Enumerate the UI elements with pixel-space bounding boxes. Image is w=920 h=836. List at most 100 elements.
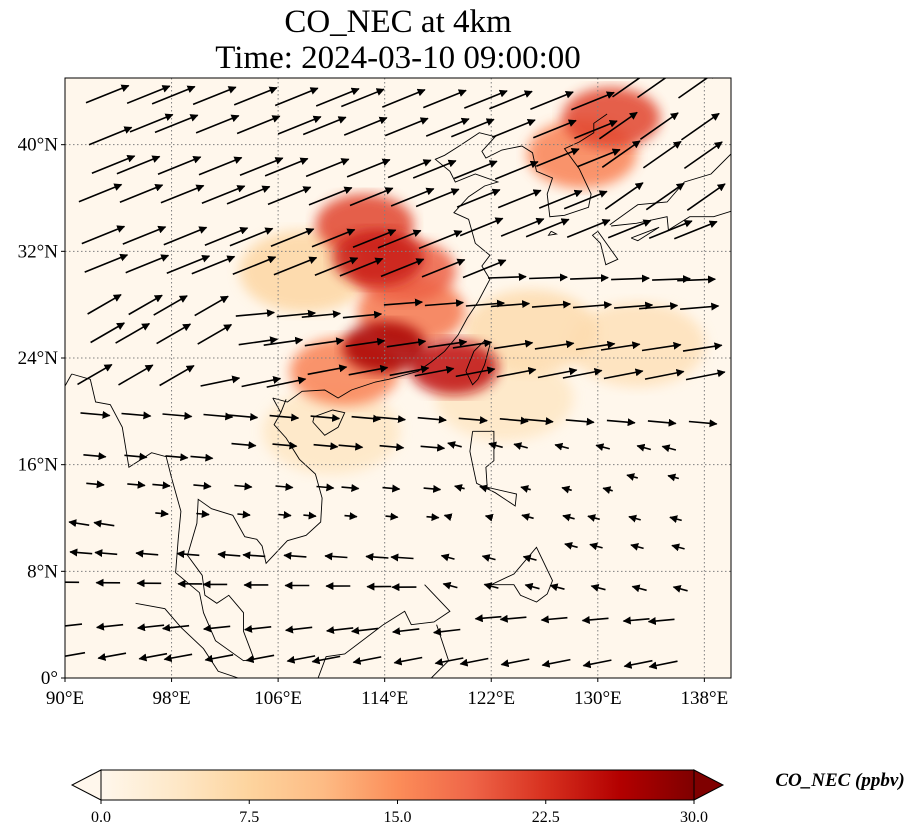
wind-arrow [464,89,508,109]
wind-arrow [314,257,359,277]
wind-arrow [303,511,317,520]
wind-arrow [122,225,167,245]
wind-arrow [648,660,678,670]
wind-arrow [69,548,93,557]
wind-arrow [433,627,461,636]
wind-arrow [232,255,277,276]
wind-arrow [163,226,208,246]
wind-arrow [489,90,533,110]
latitude-tick-label: 24°N [18,348,59,369]
wind-arrow [611,274,650,283]
wind-arrow [242,551,266,560]
wind-arrow [155,509,169,518]
wind-arrow [346,158,391,178]
wind-arrow [238,336,279,346]
wind-arrow [68,519,90,528]
wind-arrow [595,443,611,452]
wind-arrow [499,614,527,623]
wind-arrow [352,656,382,665]
wind-arrow [194,295,229,317]
wind-arrow [683,141,723,170]
wind-arrow [685,369,726,381]
wind-arrow [121,411,152,420]
wind-arrow [525,218,570,238]
wind-arrow [459,657,489,667]
coastline-segment [491,546,553,603]
colorbar-tick-label: 30.0 [680,809,708,826]
wind-arrow [78,183,123,203]
wind-arrow [661,444,677,453]
wind-arrow [310,413,341,422]
coastline-segment [547,230,558,236]
wind-arrow [377,229,422,249]
wind-arrow [600,341,641,351]
wind-arrow [83,452,107,461]
wind-arrow [379,443,405,452]
wind-arrow [513,442,528,450]
wind-arrow [308,186,353,206]
wind-arrow [152,481,171,490]
wind-arrow [244,624,272,633]
wind-arrow [538,189,583,209]
wind-arrow [277,115,322,135]
wind-arrow [269,413,300,422]
wind-arrow [382,484,401,493]
wind-arrow [577,148,621,168]
wind-arrow [118,364,154,386]
wind-arrow [456,188,501,208]
wind-arrow [540,615,568,624]
wind-arrow [228,412,259,421]
wind-arrow [307,364,348,376]
wind-arrow [688,419,718,428]
wind-arrow [499,416,529,425]
wind-arrow [239,157,284,177]
wind-arrow [65,623,83,627]
coastline-segment [469,430,517,507]
coastline-segment [591,230,619,266]
wind-arrow [494,160,539,180]
wind-arrow [614,301,654,310]
wind-arrow [497,189,542,209]
wind-arrow [481,554,496,562]
wind-arrow [193,481,212,490]
coastline-segment [135,602,239,678]
longitude-tick-label: 114°E [361,688,408,709]
coastline-segment [280,399,287,413]
wind-arrow [671,543,685,552]
latitude-tick-label: 40°N [18,135,59,156]
wind-arrow [304,337,345,347]
wind-arrow [345,337,386,348]
colorbar-gradient [101,770,694,800]
wind-arrow [275,482,294,491]
wind-arrow [628,514,641,523]
wind-arrow [493,339,534,350]
wind-arrow [496,366,537,378]
co-plume [562,87,661,149]
wind-arrow [153,295,188,316]
map-panel[interactable] [55,71,732,679]
wind-arrow [521,513,534,521]
wind-arrow [338,442,364,451]
wind-arrow [529,273,568,282]
wind-arrow [198,156,243,176]
wind-arrow [151,85,196,105]
wind-arrow [127,480,146,489]
wind-arrow [604,182,644,210]
wind-arrow [339,257,384,277]
wind-arrow [535,148,580,168]
wind-arrow [266,376,307,388]
wind-arrow [581,615,609,624]
wind-arrow [563,190,608,210]
wind-arrow [348,364,389,376]
wind-arrow [302,116,347,136]
wind-arrow [678,78,717,99]
wind-arrow [162,623,190,632]
wind-arrow [639,302,679,311]
longitude-tick-label: 138°E [681,688,729,709]
wind-arrow [365,552,389,561]
wind-arrow [116,155,161,175]
wind-arrow [87,294,122,315]
coastline-segment [272,132,522,403]
wind-arrow [65,651,86,661]
wind-arrow [479,484,490,493]
